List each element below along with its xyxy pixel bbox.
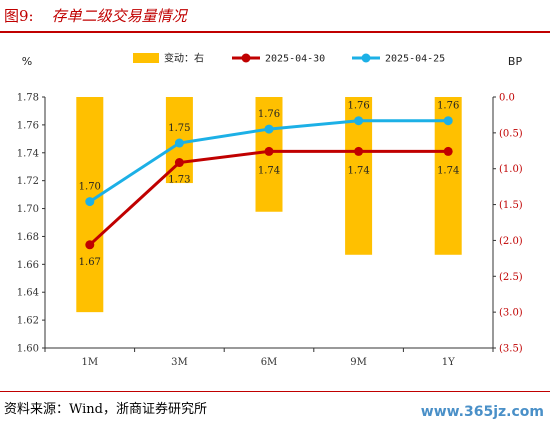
right-tick-label: (3.0) (499, 308, 523, 319)
x-tick-label: 3M (171, 357, 188, 368)
data-label-2025-04-25: 1.70 (79, 182, 101, 193)
left-tick-label: 1.70 (17, 204, 39, 215)
right-tick-label: (1.5) (499, 200, 523, 211)
data-label-2025-04-25: 1.75 (168, 123, 190, 134)
data-label-2025-04-30: 1.74 (437, 165, 459, 176)
data-label-2025-04-25: 1.76 (437, 101, 459, 112)
right-tick-label: (0.5) (499, 128, 523, 139)
data-label-2025-04-30: 1.74 (258, 165, 280, 176)
left-tick-label: 1.76 (17, 120, 39, 131)
left-tick-label: 1.64 (17, 288, 39, 299)
legend-swatch-marker (241, 53, 251, 63)
footer-rule (0, 391, 550, 392)
legend: 变动：右 2025-04-30 2025-04-25 (133, 52, 445, 65)
data-label-2025-04-30: 1.74 (347, 165, 369, 176)
series-point-2025-04-25 (85, 197, 95, 207)
left-tick-label: 1.74 (17, 148, 39, 159)
right-tick-label: 0.0 (499, 93, 515, 104)
left-tick-label: 1.60 (17, 344, 39, 355)
series-point-2025-04-30 (264, 146, 274, 156)
legend-label-2025-04-25: 2025-04-25 (385, 54, 445, 65)
right-tick-label: (3.5) (499, 344, 523, 355)
chart: 1.60 1.62 1.64 1.66 1.68 1.70 1.72 1.74 1.76 1.78… (17, 52, 523, 369)
series-point-2025-04-25 (174, 138, 184, 148)
legend-swatch-bar (133, 53, 159, 63)
figure-title-text: 存单二级交易量情况 (51, 7, 187, 25)
series-point-2025-04-30 (354, 146, 364, 156)
right-tick-label: (1.0) (499, 164, 523, 175)
data-label-2025-04-25: 1.76 (258, 109, 280, 120)
labels-layer: 1.70 1.75 1.76 1.76 1.76 1.67 1.73 1.74 1.74 1.74 (79, 101, 460, 268)
series-point-2025-04-30 (85, 240, 95, 250)
left-tick-label: 1.78 (17, 93, 39, 104)
lines-layer (85, 116, 453, 250)
legend-label-2025-04-30: 2025-04-30 (265, 54, 325, 65)
x-tick-label: 1Y (442, 357, 455, 368)
title-rule (0, 31, 550, 33)
legend-swatch-marker (361, 53, 371, 63)
left-axis-unit: % (22, 55, 32, 68)
right-tick-label: (2.5) (499, 272, 523, 283)
left-tick-label: 1.72 (17, 176, 39, 187)
series-point-2025-04-25 (264, 124, 274, 134)
left-tick-label: 1.68 (17, 232, 39, 243)
axes-layer: 1.60 1.62 1.64 1.66 1.68 1.70 1.72 1.74 1.76 1.78… (17, 55, 523, 368)
data-label-2025-04-25: 1.76 (347, 101, 369, 112)
left-tick-label: 1.62 (17, 316, 39, 327)
left-tick-label: 1.66 (17, 260, 39, 271)
series-point-2025-04-25 (354, 116, 364, 126)
legend-label-bar: 变动：右 (164, 52, 204, 65)
figure-number: 图9: (4, 7, 34, 25)
x-tick-label: 6M (261, 357, 278, 368)
x-tick-label: 9M (350, 357, 367, 368)
data-label-2025-04-30: 1.73 (168, 175, 190, 186)
watermark: www.365jz.com (420, 404, 544, 420)
series-point-2025-04-30 (174, 158, 184, 168)
source-note: 资料来源：Wind，浙商证券研究所 (4, 402, 207, 417)
data-label-2025-04-30: 1.67 (79, 257, 101, 268)
right-axis-unit: BP (508, 55, 523, 68)
figure-title: 图9: 存单二级交易量情况 (4, 4, 187, 28)
series-point-2025-04-30 (443, 146, 453, 156)
right-tick-label: (2.0) (499, 236, 523, 247)
series-point-2025-04-25 (443, 116, 453, 126)
x-tick-label: 1M (81, 357, 98, 368)
